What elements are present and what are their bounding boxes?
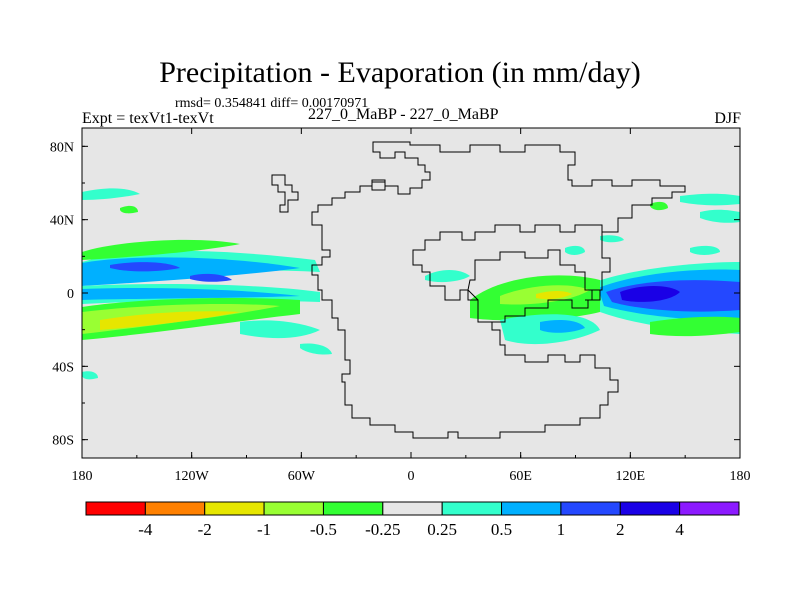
y-tick-label: 80N: [50, 140, 74, 155]
contour-cyan-patch-1: [565, 245, 585, 255]
colorbar-label: -4: [138, 520, 153, 539]
contour-cyan-patch-2: [690, 245, 720, 255]
x-tick-label: 0: [408, 469, 415, 484]
colorbar-label: -2: [198, 520, 212, 539]
contour-ne-cyan: [700, 209, 740, 223]
inner-coastline: [467, 249, 601, 323]
contour-wpac-dark-blue: [620, 286, 680, 302]
y-tick-label: 40N: [50, 214, 74, 229]
y-axis: 80N 40N 0 40S 80S: [50, 140, 740, 449]
x-tick-label: 60E: [509, 469, 532, 484]
contour-north-cyan-right: [680, 193, 740, 206]
colorbar: -4 -2 -1 -0.5 -0.25 0.25 0.5 1 2 4: [85, 501, 740, 539]
colorbar-swatch: [679, 501, 740, 516]
contour-pacific-north-core-2: [190, 273, 232, 282]
colorbar-label: 0.5: [491, 520, 512, 539]
contour-pacific-south-yellow: [100, 311, 240, 330]
center-subtitle: 227_0_MaBP - 227_0_MaBP: [308, 106, 499, 123]
colorbar-swatch: [619, 501, 681, 516]
colorbar-swatch: [204, 501, 265, 516]
x-tick-label: 180: [730, 469, 751, 484]
contour-layer: [82, 188, 740, 380]
colorbar-label: -0.25: [365, 520, 400, 539]
colorbar-swatch: [501, 501, 562, 516]
y-tick-label: 80S: [52, 434, 74, 449]
x-tick-label: 180: [72, 469, 93, 484]
contour-south-tethys-blue: [540, 320, 585, 333]
colorbar-label: 2: [616, 520, 625, 539]
season-label: DJF: [714, 110, 741, 127]
contour-pacific-eq-blue: [82, 287, 300, 300]
contour-ne-patch: [600, 235, 624, 243]
contour-pacific-north-core: [110, 262, 180, 272]
contour-tethys-yellow: [536, 291, 572, 300]
experiment-label: Expt = texVt1-texVt: [82, 110, 214, 127]
stats-text: rmsd= 0.354841 diff= 0.00170971: [175, 96, 369, 111]
contour-green-patch-2: [120, 205, 138, 214]
colorbar-swatch: [560, 501, 621, 516]
contour-north-cyan-left: [82, 188, 140, 200]
x-axis: 180 120W 60W 0 60E 120E 180: [72, 128, 751, 484]
colorbar-swatch: [322, 501, 384, 516]
colorbar-label: -1: [257, 520, 271, 539]
east-coastline: [585, 232, 611, 301]
colorbar-swatch: [382, 501, 443, 516]
chart-title: Precipitation - Evaporation (in mm/day): [159, 56, 641, 89]
contour-se-pacific-cyan-2: [300, 343, 332, 355]
y-tick-label: 0: [67, 287, 74, 302]
contour-sw-cyan: [82, 371, 98, 380]
x-tick-label: 120E: [616, 469, 646, 484]
colorbar-label: -0.5: [310, 520, 337, 539]
west-island: [271, 174, 299, 213]
colorbar-label: 4: [675, 520, 684, 539]
y-tick-label: 40S: [52, 360, 74, 375]
colorbar-swatch: [441, 501, 503, 516]
colorbar-swatch: [263, 501, 324, 516]
contour-green-patch-1: [650, 201, 668, 211]
small-island: [371, 181, 386, 191]
coastline: [311, 141, 686, 439]
colorbar-swatch: [144, 501, 206, 516]
contour-north-tethys-cyan: [425, 270, 470, 283]
contour-north-pacific-green: [82, 239, 240, 260]
contour-se-pacific-cyan: [240, 320, 320, 339]
colorbar-label: 1: [557, 520, 566, 539]
x-tick-label: 60W: [288, 469, 316, 484]
x-tick-label: 120W: [175, 469, 210, 484]
contour-wpac-south-green: [650, 316, 740, 337]
colorbar-swatch: [85, 501, 146, 516]
colorbar-label: 0.25: [427, 520, 457, 539]
